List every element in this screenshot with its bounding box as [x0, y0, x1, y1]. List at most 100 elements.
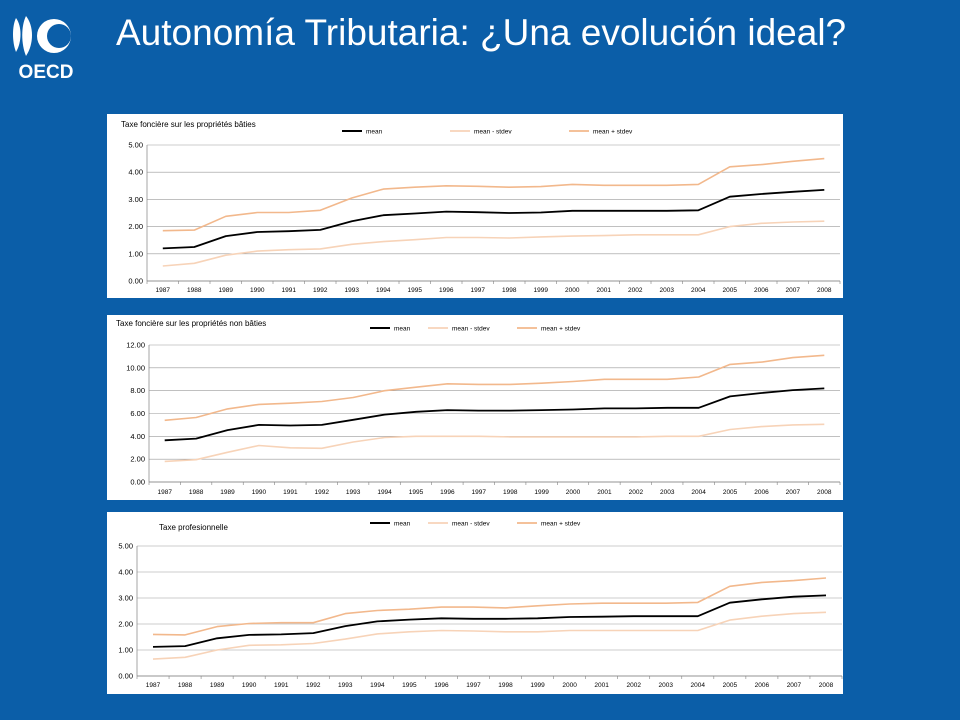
oecd-logo-icon: OECD	[13, 16, 73, 83]
x-tick-label: 1998	[503, 489, 518, 496]
x-tick-label: 1994	[376, 287, 391, 294]
x-tick-label: 2003	[660, 287, 675, 294]
x-tick-label: 1995	[408, 287, 423, 294]
x-tick-label: 1992	[315, 489, 330, 496]
x-tick-label: 1993	[338, 682, 353, 689]
x-tick-label: 2006	[755, 682, 770, 689]
x-tick-label: 2004	[691, 682, 706, 689]
x-tick-label: 2007	[787, 682, 802, 689]
x-tick-label: 1997	[472, 489, 487, 496]
legend-label: mean	[366, 128, 383, 135]
x-tick-label: 1994	[370, 682, 385, 689]
x-tick-label: 1994	[377, 489, 392, 496]
chart-professionnelle: Taxe profesionnelle 0.00 1.00 2.00 3.00 4.00 5…	[118, 520, 843, 689]
x-tick-label: 2002	[626, 682, 641, 689]
x-tick-label: 2000	[562, 682, 577, 689]
x-tick-label: 2006	[754, 489, 769, 496]
x-tick-label: 1992	[313, 287, 328, 294]
y-tick-label: 0.00	[118, 672, 133, 681]
chart-panel-3: Taxe profesionnelle 0.00 1.00 2.00 3.00 4.00 5…	[107, 512, 843, 694]
y-tick-label: 5.00	[118, 542, 133, 551]
x-tick-label: 2008	[819, 682, 834, 689]
y-tick-label: 2.00	[118, 620, 133, 629]
series-line-mean-stdev	[164, 354, 825, 422]
x-tick-label: 1991	[274, 682, 289, 689]
chart-panel-2: Taxe foncière sur les propriétés non bât…	[107, 315, 843, 500]
x-tick-label: 1990	[242, 682, 257, 689]
x-tick-label: 1999	[530, 682, 545, 689]
series-line-mean-stdev	[162, 157, 825, 232]
x-tick-label: 1995	[402, 682, 417, 689]
y-tick-label: 6.00	[130, 409, 145, 418]
x-tick-label: 2002	[629, 489, 644, 496]
series-line-mean-stdev	[152, 611, 827, 660]
x-tick-label: 1997	[471, 287, 486, 294]
legend-label: mean + stdev	[593, 128, 633, 135]
legend-label: mean + stdev	[541, 520, 581, 527]
x-tick-label: 1988	[187, 287, 202, 294]
series-line-mean	[162, 189, 825, 250]
x-tick-label: 1989	[210, 682, 225, 689]
y-tick-label: 5.00	[128, 141, 143, 150]
chart-title: Taxe foncière sur les propriétés bâties	[121, 120, 256, 129]
x-tick-label: 2002	[628, 287, 643, 294]
series-line-mean-stdev	[152, 577, 827, 636]
legend-label: mean	[394, 520, 411, 527]
oecd-logo: OECD	[10, 12, 82, 83]
series-line-mean	[164, 387, 825, 442]
x-tick-label: 1998	[502, 287, 517, 294]
x-tick-label: 1996	[434, 682, 449, 689]
x-tick-label: 1989	[220, 489, 235, 496]
x-tick-label: 2003	[659, 682, 674, 689]
x-tick-label: 2008	[817, 489, 832, 496]
x-tick-label: 2004	[691, 287, 706, 294]
x-tick-label: 1997	[466, 682, 481, 689]
legend-label: mean - stdev	[452, 325, 490, 332]
x-tick-label: 1995	[409, 489, 424, 496]
x-tick-label: 2005	[723, 682, 738, 689]
x-tick-label: 2008	[817, 287, 832, 294]
x-tick-label: 2007	[786, 489, 801, 496]
x-tick-label: 2005	[723, 287, 738, 294]
x-tick-label: 1993	[345, 287, 360, 294]
chart-non-batie: Taxe foncière sur les propriétés non bât…	[116, 319, 841, 496]
x-tick-label: 1996	[439, 287, 454, 294]
y-tick-label: 1.00	[128, 249, 143, 258]
y-tick-label: 0.00	[128, 277, 143, 286]
y-tick-label: 3.00	[128, 195, 143, 204]
x-tick-label: 2003	[660, 489, 675, 496]
x-tick-label: 2007	[786, 287, 801, 294]
x-tick-label: 1998	[498, 682, 513, 689]
y-tick-label: 4.00	[128, 168, 143, 177]
series-line-mean-stdev	[164, 423, 825, 463]
x-tick-label: 2001	[594, 682, 609, 689]
legend-label: mean - stdev	[452, 520, 490, 527]
y-tick-label: 2.00	[128, 222, 143, 231]
x-tick-label: 1988	[178, 682, 193, 689]
x-tick-label: 1991	[283, 489, 298, 496]
x-tick-label: 1988	[189, 489, 204, 496]
y-tick-label: 12.00	[126, 341, 145, 350]
y-tick-label: 8.00	[130, 386, 145, 395]
x-tick-label: 1999	[534, 489, 549, 496]
y-tick-label: 2.00	[130, 455, 145, 464]
y-tick-label: 1.00	[118, 646, 133, 655]
y-tick-label: 4.00	[118, 568, 133, 577]
x-tick-label: 2000	[566, 489, 581, 496]
x-tick-label: 2005	[723, 489, 738, 496]
y-tick-label: 3.00	[118, 594, 133, 603]
x-tick-label: 1990	[252, 489, 267, 496]
x-tick-label: 1989	[219, 287, 234, 294]
x-tick-label: 2001	[597, 489, 612, 496]
chart-batie: Taxe foncière sur les propriétés bâties 0…	[121, 120, 841, 294]
x-tick-label: 1999	[534, 287, 549, 294]
x-tick-label: 2006	[754, 287, 769, 294]
x-tick-label: 1990	[250, 287, 265, 294]
series-line-mean	[152, 594, 827, 648]
chart-panel-1: Taxe foncière sur les propriétés bâties 0…	[107, 114, 843, 298]
y-tick-label: 4.00	[130, 432, 145, 441]
y-tick-label: 10.00	[126, 363, 145, 372]
x-tick-label: 1987	[157, 489, 172, 496]
x-tick-label: 1993	[346, 489, 361, 496]
x-tick-label: 1992	[306, 682, 321, 689]
